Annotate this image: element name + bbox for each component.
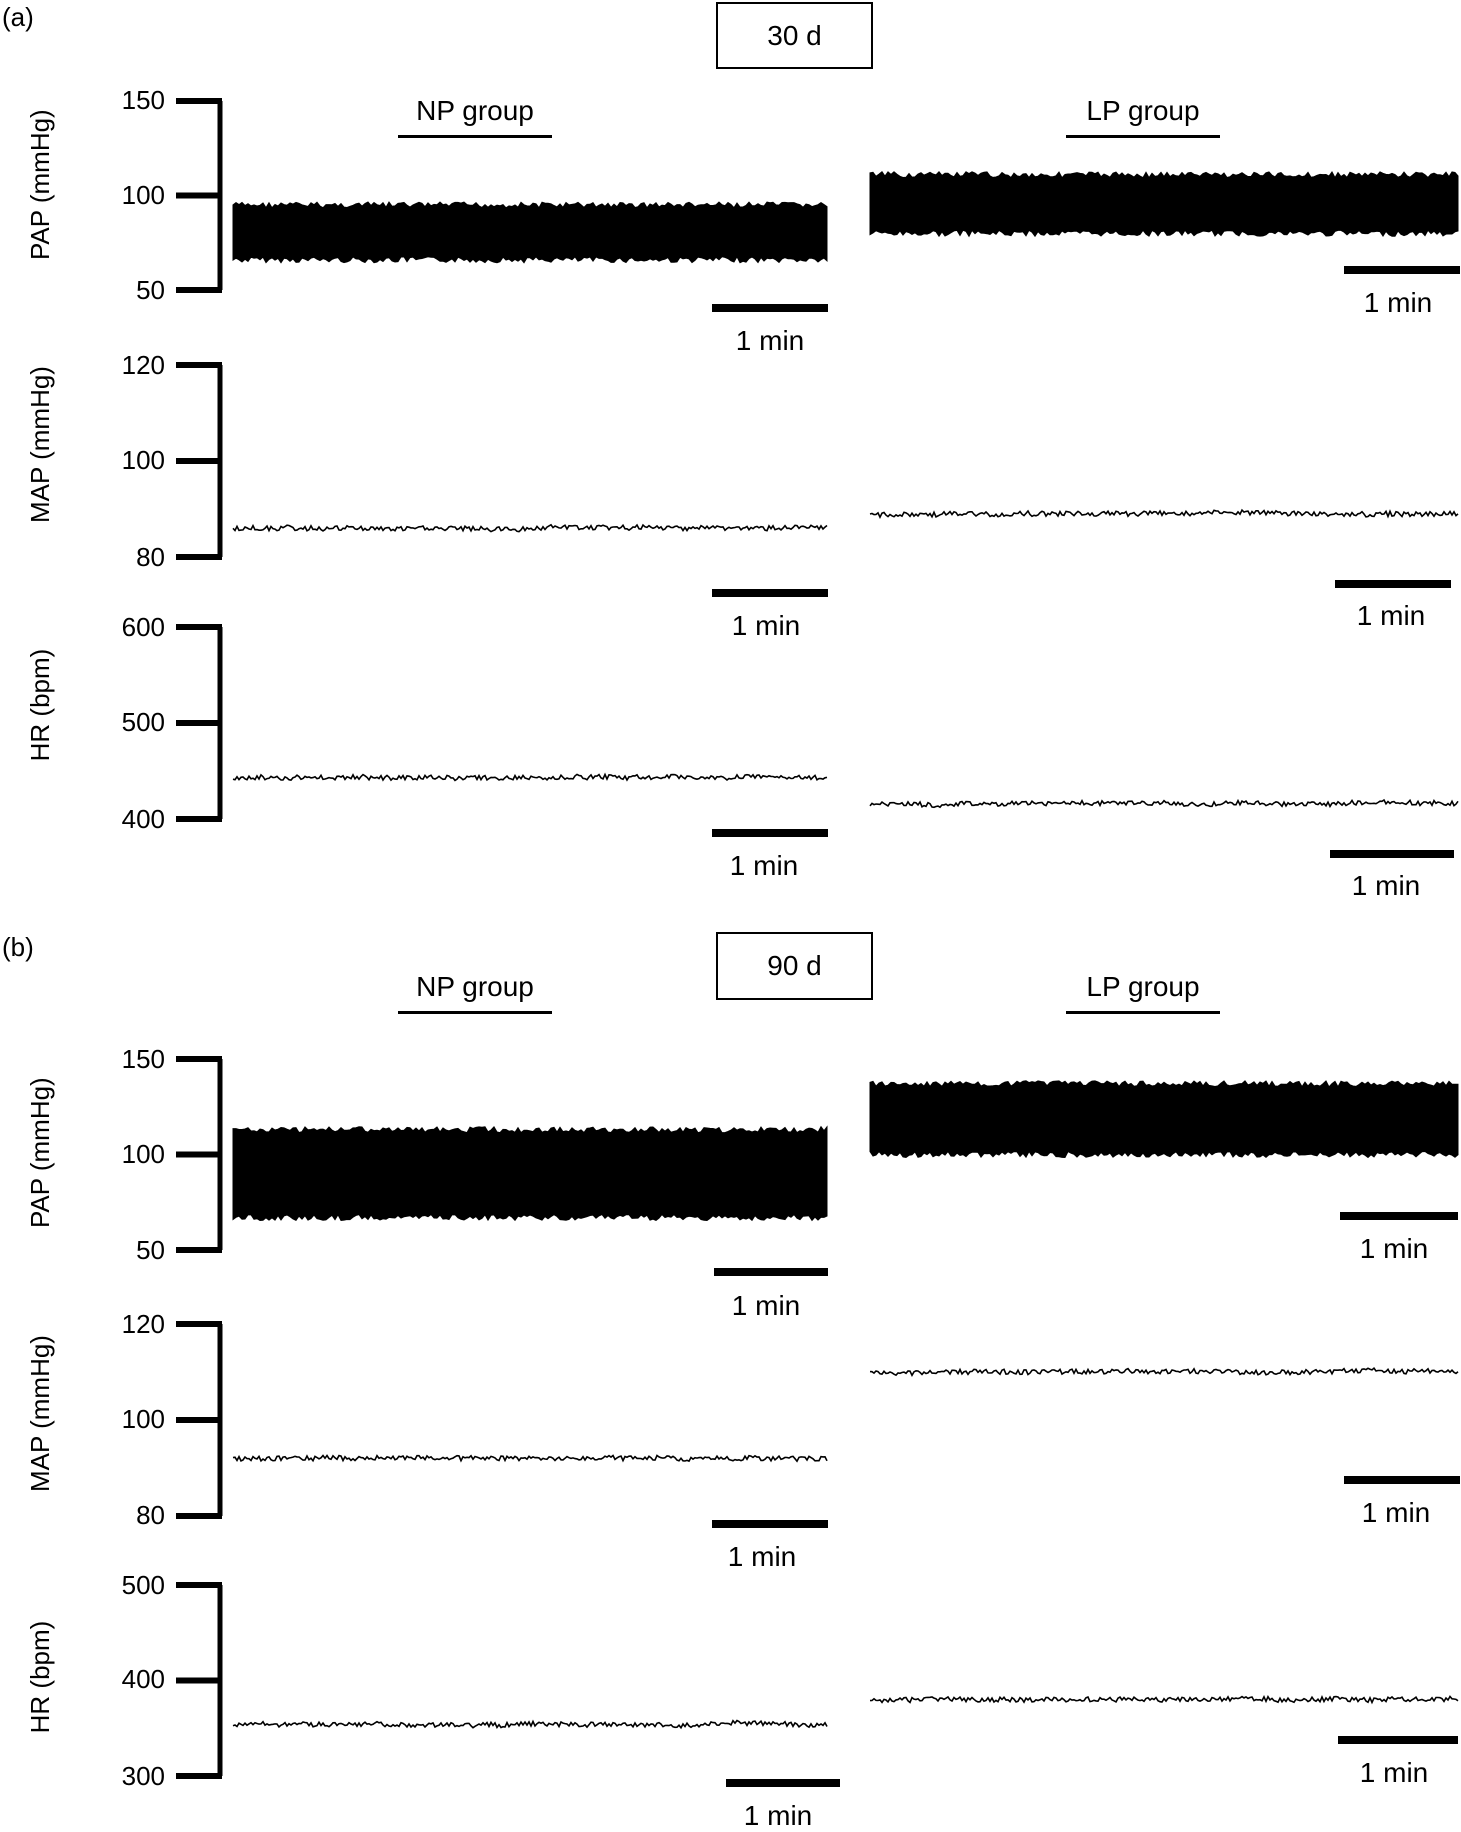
tick-label: 80 bbox=[136, 1500, 165, 1530]
scale-bar bbox=[1344, 266, 1460, 274]
scale-bar-label: 1 min bbox=[731, 610, 801, 641]
scale-bar-label: 1 min bbox=[743, 1800, 813, 1831]
tick-label: 150 bbox=[121, 1044, 165, 1074]
day-box-30d: 30 d bbox=[716, 2, 873, 69]
scale-bar bbox=[1338, 1736, 1458, 1744]
tick-label: 100 bbox=[121, 1404, 165, 1434]
scale-bar bbox=[1330, 850, 1454, 858]
group-title-np-b: NP group bbox=[416, 971, 534, 1002]
group-title-lp-a: LP group bbox=[1086, 95, 1200, 126]
tick-label: 120 bbox=[121, 350, 165, 380]
tick-label: 300 bbox=[121, 1761, 165, 1791]
tick-label: 400 bbox=[121, 804, 165, 834]
panel-a-label: (a) bbox=[2, 2, 34, 32]
scale-bar bbox=[712, 1520, 828, 1528]
tick-label: 50 bbox=[136, 1235, 165, 1265]
group-underline bbox=[398, 1011, 552, 1014]
scale-bar bbox=[726, 1779, 840, 1787]
scale-bar bbox=[712, 829, 828, 837]
scale-bar-label: 1 min bbox=[1359, 1757, 1429, 1788]
tick-label: 600 bbox=[121, 612, 165, 642]
group-underline bbox=[398, 135, 552, 138]
tick-label: 120 bbox=[121, 1309, 165, 1339]
tick-label: 100 bbox=[121, 1139, 165, 1169]
scale-bar-label: 1 min bbox=[731, 1290, 801, 1321]
tick-label: 100 bbox=[121, 445, 165, 475]
scale-bar-label: 1 min bbox=[727, 1541, 797, 1572]
tick-label: 50 bbox=[136, 275, 165, 305]
group-underline bbox=[1066, 135, 1220, 138]
tick-label: 400 bbox=[121, 1664, 165, 1694]
scale-bar bbox=[712, 304, 828, 312]
tick-label: 80 bbox=[136, 542, 165, 572]
scale-bar-label: 1 min bbox=[1361, 1497, 1431, 1528]
tick-label: 500 bbox=[121, 1570, 165, 1600]
group-title-np-a: NP group bbox=[416, 95, 534, 126]
scale-bar-label: 1 min bbox=[1363, 287, 1433, 318]
group-title-lp-b: LP group bbox=[1086, 971, 1200, 1002]
day-box-90d: 90 d bbox=[716, 932, 873, 1000]
scale-bar bbox=[714, 1268, 828, 1276]
panel-b-label: (b) bbox=[2, 932, 34, 962]
scale-bar bbox=[1340, 1212, 1458, 1220]
scale-bar-label: 1 min bbox=[1359, 1233, 1429, 1264]
scale-bar-label: 1 min bbox=[1356, 600, 1426, 631]
scale-bar-label: 1 min bbox=[1351, 870, 1421, 901]
tick-label: 500 bbox=[121, 707, 165, 737]
tick-label: 150 bbox=[121, 85, 165, 115]
scale-bar bbox=[712, 589, 828, 597]
scale-bar bbox=[1335, 580, 1451, 588]
tick-label: 100 bbox=[121, 180, 165, 210]
scale-bar bbox=[1344, 1476, 1460, 1484]
scale-bar-label: 1 min bbox=[729, 850, 799, 881]
scale-bar-label: 1 min bbox=[735, 325, 805, 356]
group-underline bbox=[1066, 1011, 1220, 1014]
